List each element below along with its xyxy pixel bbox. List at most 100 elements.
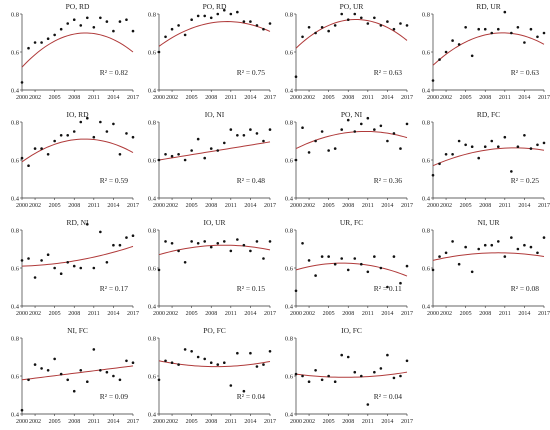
data-point (503, 135, 507, 139)
x-tick-label: 2017 (264, 419, 276, 425)
x-tick-label: 2011 (88, 419, 100, 425)
data-point (451, 153, 454, 156)
y-tick-label: 0.4 (11, 303, 20, 310)
data-point (59, 134, 63, 137)
data-point (46, 369, 50, 372)
data-point (222, 361, 226, 364)
data-point (33, 276, 37, 279)
scatter-panel-12: NI, UR 0.4 0.6 0.8 2000 2002 2005 2008 2011 2014 2… (422, 218, 550, 317)
x-tick-label: 2005 (323, 419, 335, 425)
data-point (164, 359, 167, 363)
r-squared-label: R² = 0.25 (511, 176, 540, 185)
x-tick-label: 2011 (362, 203, 374, 209)
data-point (125, 132, 128, 135)
x-tick-label: 2000 (16, 419, 28, 425)
trend-line (158, 360, 271, 368)
data-point (320, 130, 324, 133)
data-point (177, 24, 180, 27)
data-point (242, 389, 246, 393)
y-tick-label: 0.8 (285, 119, 293, 126)
data-point (294, 75, 298, 78)
trend-line (158, 21, 271, 47)
y-tick-label: 0.6 (422, 49, 431, 56)
x-tick-label: 2014 (381, 95, 393, 101)
data-point (125, 236, 128, 239)
data-point (249, 249, 252, 253)
x-tick-label: 2008 (479, 95, 491, 101)
data-point (320, 255, 324, 258)
data-point (405, 24, 409, 27)
data-point (359, 374, 363, 378)
x-tick-label: 2008 (205, 203, 217, 209)
trend-line (158, 244, 271, 256)
panel-title: PO, NI (341, 110, 363, 119)
data-point (183, 33, 187, 37)
trend-line (158, 141, 271, 161)
x-tick-label: 2011 (499, 203, 511, 209)
x-tick-label: 2002 (303, 95, 315, 101)
r-squared-label: R² = 0.04 (374, 392, 403, 401)
x-tick-label: 2017 (127, 203, 139, 209)
x-tick-label: 2002 (29, 95, 41, 101)
data-point (483, 243, 487, 247)
data-point (229, 12, 233, 16)
x-tick-label: 2014 (107, 203, 119, 209)
data-point (183, 261, 187, 264)
data-point (457, 139, 461, 143)
data-point (483, 145, 487, 148)
data-point (249, 128, 252, 131)
x-tick-label: 2017 (538, 95, 550, 101)
data-point (431, 268, 435, 272)
data-point (464, 143, 467, 147)
x-tick-label: 2000 (16, 95, 28, 101)
data-point (20, 156, 24, 160)
trend-line (432, 32, 545, 66)
data-point (53, 33, 56, 37)
x-tick-label: 2005 (323, 95, 335, 101)
x-tick-label: 2017 (264, 95, 276, 101)
data-point (444, 50, 448, 54)
x-tick-label: 2000 (427, 95, 439, 101)
y-tick-label: 0.6 (422, 157, 431, 164)
data-point (157, 158, 161, 162)
data-point (444, 153, 448, 156)
data-point (242, 243, 246, 247)
data-point (523, 243, 526, 247)
r-squared-label: R² = 0.63 (374, 68, 403, 77)
data-point (510, 236, 513, 239)
x-tick-label: 2005 (49, 311, 61, 317)
x-tick-label: 2017 (538, 311, 550, 317)
data-point (222, 8, 226, 12)
data-point (216, 363, 220, 366)
data-point (346, 18, 350, 22)
data-point (529, 245, 533, 249)
x-tick-label: 2014 (107, 419, 119, 425)
data-point (112, 122, 115, 126)
data-point (79, 266, 83, 270)
data-point (523, 134, 526, 137)
x-tick-label: 2005 (49, 203, 61, 209)
data-point (216, 12, 220, 16)
data-point (118, 20, 122, 23)
x-tick-label: 2017 (264, 311, 276, 317)
x-tick-label: 2011 (88, 311, 100, 317)
data-point (262, 257, 265, 260)
scatter-panel-13: NI, FC 0.4 0.6 0.8 2000 2002 2005 2008 2011 2014 2… (11, 326, 139, 425)
data-point (92, 266, 96, 270)
data-point (66, 134, 70, 137)
trend-line (21, 365, 134, 381)
data-point (196, 14, 200, 18)
r-squared-label: R² = 0.59 (100, 176, 129, 185)
data-point (196, 242, 200, 245)
data-point (314, 31, 317, 35)
y-tick-label: 0.4 (285, 303, 294, 310)
data-point (516, 26, 520, 29)
data-point (294, 372, 298, 376)
data-point (320, 26, 324, 29)
y-tick-label: 0.4 (285, 411, 294, 418)
data-point (170, 242, 174, 245)
data-point (399, 22, 402, 25)
x-tick-label: 2011 (499, 95, 511, 101)
x-tick-label: 2008 (68, 203, 80, 209)
data-point (112, 243, 115, 247)
